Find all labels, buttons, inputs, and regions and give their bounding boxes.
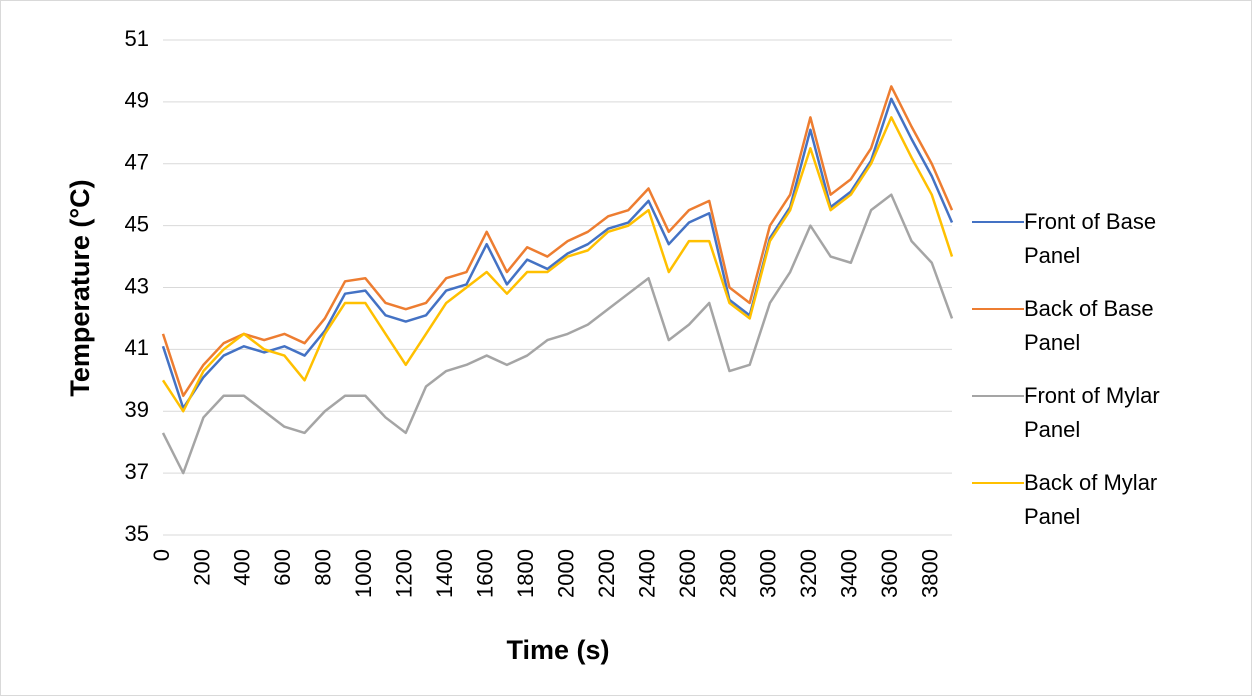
legend-item: Back of Base Panel bbox=[972, 292, 1222, 379]
legend-swatch bbox=[972, 308, 1024, 310]
x-tick-label: 1400 bbox=[432, 549, 457, 598]
series-line bbox=[161, 193, 954, 475]
x-tick-label: 3800 bbox=[918, 549, 943, 598]
x-tick-label: 1800 bbox=[513, 549, 538, 598]
series-line bbox=[161, 85, 954, 398]
x-tick-label: 3200 bbox=[796, 549, 821, 598]
x-tick-label: 600 bbox=[270, 549, 295, 586]
x-tick-label: 400 bbox=[230, 549, 255, 586]
y-tick-label: 35 bbox=[125, 521, 149, 546]
x-tick-label: 2600 bbox=[675, 549, 700, 598]
legend-swatch bbox=[972, 221, 1024, 223]
y-tick-label: 49 bbox=[125, 88, 149, 113]
y-axis-title: Temperature (°C) bbox=[65, 179, 95, 396]
x-tick-label: 3400 bbox=[837, 549, 862, 598]
legend-item: Front of Mylar Panel bbox=[972, 379, 1222, 466]
series-line bbox=[161, 116, 954, 413]
x-tick-label: 0 bbox=[149, 549, 174, 561]
series-line bbox=[161, 97, 954, 410]
y-tick-label: 43 bbox=[125, 273, 149, 298]
legend-label: Back of Base Panel bbox=[1024, 296, 1154, 355]
x-tick-label: 800 bbox=[311, 549, 336, 586]
legend-swatch bbox=[972, 482, 1024, 484]
legend-item: Front of Base Panel bbox=[972, 205, 1222, 292]
y-tick-label: 39 bbox=[125, 397, 149, 422]
x-axis-title: Time (s) bbox=[506, 635, 609, 665]
x-tick-label: 2000 bbox=[553, 549, 578, 598]
legend-label: Front of Mylar Panel bbox=[1024, 383, 1160, 442]
x-tick-label: 1200 bbox=[392, 549, 417, 598]
y-tick-label: 51 bbox=[125, 26, 149, 51]
x-tick-label: 3600 bbox=[877, 549, 902, 598]
legend-label: Front of Base Panel bbox=[1024, 209, 1157, 268]
legend: Front of Base Panel Back of Base Panel Fro… bbox=[972, 205, 1222, 553]
x-tick-label: 1600 bbox=[473, 549, 498, 598]
y-tick-label: 45 bbox=[125, 211, 149, 236]
legend-swatch bbox=[972, 395, 1024, 397]
y-tick-label: 47 bbox=[125, 150, 149, 175]
legend-label: Back of Mylar Panel bbox=[1024, 470, 1158, 529]
x-tick-label: 1000 bbox=[351, 549, 376, 598]
legend-item: Back of Mylar Panel bbox=[972, 466, 1222, 553]
x-tick-label: 2400 bbox=[634, 549, 659, 598]
x-tick-label: 3000 bbox=[756, 549, 781, 598]
x-tick-label: 2200 bbox=[594, 549, 619, 598]
y-tick-label: 37 bbox=[125, 459, 149, 484]
x-tick-label: 200 bbox=[189, 549, 214, 586]
x-tick-label: 2800 bbox=[715, 549, 740, 598]
y-tick-label: 41 bbox=[125, 335, 149, 360]
